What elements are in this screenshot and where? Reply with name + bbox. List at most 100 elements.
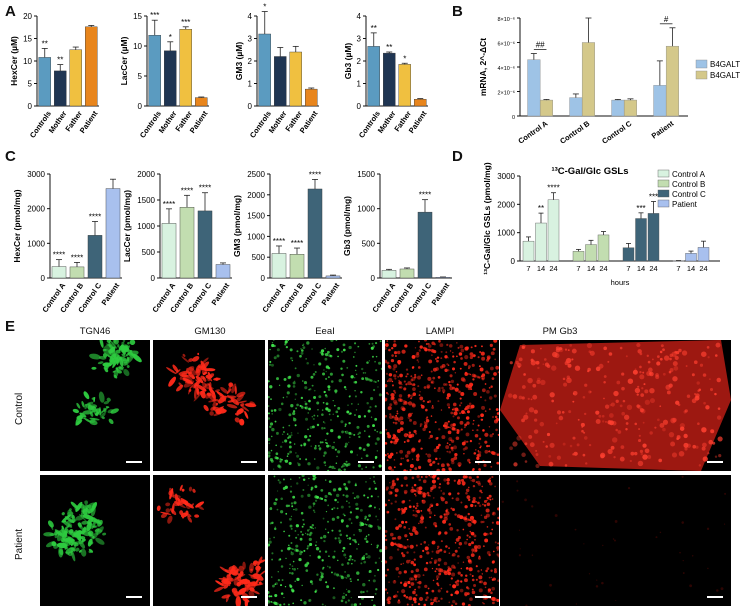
y-tick-label: 2000 xyxy=(247,191,265,200)
y-tick-label: 0 xyxy=(357,102,362,111)
y-tick-label: 1000 xyxy=(27,239,45,248)
micrograph-patient-0 xyxy=(40,475,150,606)
y-tick-label: 3 xyxy=(357,35,362,44)
micrograph-texture xyxy=(268,340,382,471)
panel-letter-a: A xyxy=(5,3,16,20)
significance-label: * xyxy=(263,3,266,12)
bar xyxy=(635,218,647,262)
significance-label: ** xyxy=(538,204,544,213)
y-axis-label: HexCer (pmol/mg) xyxy=(12,189,22,262)
bar xyxy=(522,240,535,262)
significance-label: **** xyxy=(53,251,65,260)
micrograph-texture xyxy=(166,352,257,426)
bar xyxy=(367,46,380,107)
bar xyxy=(623,99,637,117)
bar xyxy=(665,45,679,117)
scale-bar xyxy=(241,461,257,463)
bar xyxy=(54,70,67,107)
bar xyxy=(535,222,547,262)
significance-label: **** xyxy=(291,239,303,248)
micrograph-control-2 xyxy=(268,340,382,471)
y-tick-label: 2000 xyxy=(27,205,45,214)
micrograph-patient-1 xyxy=(153,475,265,606)
bar xyxy=(69,49,82,107)
y-axis-label: HexCer (µM) xyxy=(9,36,19,86)
y-tick-label: 8×10⁻⁶ xyxy=(497,16,515,23)
y-tick-label: 2000 xyxy=(497,200,515,209)
y-tick-label: 0 xyxy=(41,274,46,283)
bar xyxy=(197,210,213,279)
bar xyxy=(685,253,697,262)
micrograph-texture xyxy=(72,340,142,426)
bar xyxy=(597,234,610,262)
y-tick-label: 1000 xyxy=(247,232,265,241)
significance-label: **** xyxy=(547,184,559,193)
micrograph-texture xyxy=(268,475,382,606)
panel-letter-b: B xyxy=(452,3,463,20)
panel-letter-c: C xyxy=(5,148,16,165)
significance-label: **** xyxy=(309,170,321,179)
bar xyxy=(69,266,85,279)
significance-label: **** xyxy=(71,253,83,262)
y-tick-label: 1500 xyxy=(247,212,265,221)
bar xyxy=(87,235,103,279)
bar xyxy=(161,223,177,279)
significance-label: *** xyxy=(150,11,159,20)
bar xyxy=(325,275,341,279)
legend-swatch xyxy=(657,169,670,178)
x-tick-label: Controls xyxy=(248,109,273,139)
bar xyxy=(179,207,195,279)
column-title-eea1: EeaI xyxy=(315,326,335,337)
legend-label: Control B xyxy=(672,180,705,189)
bar xyxy=(399,268,415,279)
significance-label: **** xyxy=(419,191,431,200)
x-tick-label: Controls xyxy=(357,109,382,139)
y-axis-label: LacCer (µM) xyxy=(119,36,129,85)
bar xyxy=(539,99,553,117)
legend-swatch xyxy=(695,59,708,69)
bar xyxy=(527,59,541,117)
bar xyxy=(305,88,318,107)
scale-bar xyxy=(358,461,374,463)
bar xyxy=(289,51,302,107)
y-tick-label: 3 xyxy=(248,35,253,44)
y-tick-label: 1500 xyxy=(357,170,375,179)
bar xyxy=(148,35,161,107)
chart-d: 0 1000 2000 3000 ¹³C-Gal/Glc GSLs (pmol/mg) ¹… xyxy=(482,162,720,287)
y-tick-label: 4×10⁻⁶ xyxy=(497,65,515,72)
x-tick-label: 14 xyxy=(537,264,545,273)
significance-label: # xyxy=(664,15,669,24)
y-tick-label: 3000 xyxy=(27,170,45,179)
x-tick-label: Patient xyxy=(319,281,341,307)
x-tick-label: 7 xyxy=(676,264,680,273)
legend-swatch xyxy=(695,70,708,80)
micrograph-texture xyxy=(500,340,731,471)
column-title-gm130: GM130 xyxy=(194,326,226,337)
micrograph-control-1 xyxy=(153,340,265,471)
significance-label: **** xyxy=(163,200,175,209)
x-tick-label: Control B xyxy=(558,119,592,146)
significance-label: *** xyxy=(181,18,190,27)
bar xyxy=(435,277,451,279)
scale-bar xyxy=(126,596,142,598)
x-tick-label: 7 xyxy=(576,264,580,273)
y-tick-label: 5 xyxy=(138,72,143,81)
y-axis-label: GM3 (µM) xyxy=(234,42,244,81)
bar xyxy=(653,85,667,117)
y-tick-label: 2500 xyxy=(247,170,265,179)
x-tick-label: Controls xyxy=(138,109,163,139)
y-tick-label: 6×10⁻⁶ xyxy=(497,41,515,48)
bar xyxy=(195,97,208,107)
x-tick-label: 24 xyxy=(649,264,657,273)
y-axis-label: ¹³C-Gal/Glc GSLs (pmol/mg) xyxy=(482,162,492,275)
x-tick-label: 24 xyxy=(699,264,707,273)
column-title-pm-gb3: PM Gb3 xyxy=(542,326,578,337)
significance-label: **** xyxy=(273,237,285,246)
y-tick-label: 1 xyxy=(357,80,362,89)
y-tick-label: 2 xyxy=(248,57,253,66)
bar xyxy=(164,50,177,107)
scale-bar xyxy=(126,461,142,463)
